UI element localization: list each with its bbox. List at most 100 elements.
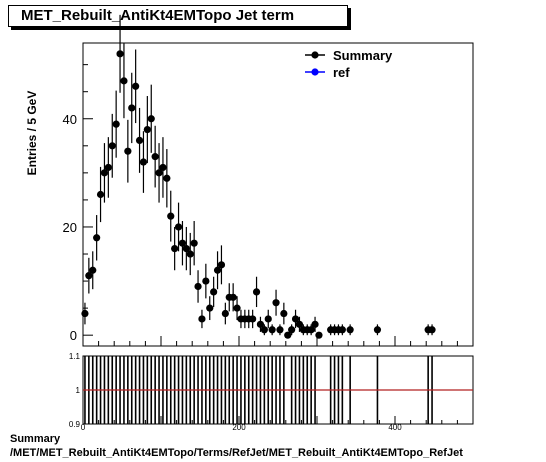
y-tick-label: 40 [63, 112, 77, 127]
point-marker [182, 245, 190, 253]
point-marker [104, 163, 112, 172]
data-point [143, 96, 151, 164]
point-marker [307, 326, 315, 334]
data-point [182, 226, 190, 271]
point-marker [249, 315, 257, 323]
legend-label: Summary [333, 48, 393, 63]
legend: Summary ref [305, 48, 393, 80]
data-point [260, 324, 268, 336]
point-marker [194, 282, 202, 291]
point-marker [272, 299, 280, 307]
point-marker [116, 50, 124, 58]
point-marker [256, 320, 265, 328]
data-point [221, 302, 229, 325]
main-plot-frame [82, 42, 474, 347]
point-marker [217, 261, 226, 269]
point-marker [202, 277, 210, 285]
point-marker [124, 147, 132, 155]
data-point [186, 232, 194, 276]
y-tick-label: 0 [70, 328, 77, 343]
point-marker [108, 142, 116, 150]
data-point [96, 166, 105, 223]
data-point [120, 43, 128, 119]
data-point [190, 221, 198, 266]
data-point [252, 276, 261, 308]
data-point [210, 276, 218, 308]
data-point [311, 316, 319, 332]
point-marker [288, 326, 296, 334]
legend-entry: Summary [305, 48, 393, 63]
point-marker [373, 326, 382, 334]
point-marker [163, 174, 171, 182]
data-point [194, 270, 202, 303]
ratio-y-tick-label: 1 [76, 386, 81, 395]
data-point [167, 190, 175, 242]
data-point [276, 324, 284, 336]
data-point [280, 302, 288, 325]
footer-summary-label: Summary [10, 433, 61, 445]
data-point [428, 324, 436, 336]
data-point [217, 245, 226, 285]
point-marker [89, 266, 97, 274]
main-data-points [81, 14, 436, 339]
data-point [163, 149, 171, 208]
data-point [178, 221, 187, 266]
point-marker [171, 245, 179, 253]
point-marker [338, 326, 346, 334]
point-marker [206, 304, 214, 312]
data-point [147, 84, 155, 153]
data-point [373, 324, 382, 336]
point-marker [198, 315, 206, 323]
data-point [284, 331, 292, 339]
ratio-marks [83, 356, 473, 424]
ratio-x-tick-label: 400 [388, 423, 402, 432]
data-point [124, 119, 132, 183]
data-point [346, 324, 354, 336]
data-point [338, 324, 346, 336]
legend-label: ref [333, 65, 350, 80]
point-marker [221, 309, 229, 318]
ratio-x-tick-label: 200 [232, 423, 246, 432]
point-marker [346, 326, 354, 334]
ratio-axes: 0.9 1 1.1 0 200 400 [69, 352, 474, 432]
point-marker [268, 326, 276, 334]
data-point [268, 324, 276, 336]
y-tick-label: 20 [63, 220, 77, 235]
point-marker [100, 169, 109, 177]
point-marker [85, 272, 93, 280]
data-point [249, 309, 257, 329]
main-axes: 0 20 40 [63, 64, 474, 346]
point-marker [120, 77, 128, 85]
data-point [206, 296, 214, 321]
point-marker [213, 266, 222, 274]
point-marker [280, 309, 288, 318]
data-point [93, 215, 101, 261]
data-point [229, 283, 237, 312]
point-marker [143, 125, 151, 134]
point-marker [96, 190, 105, 199]
data-point [155, 143, 163, 203]
data-point [213, 251, 222, 290]
point-marker [264, 315, 272, 323]
data-point [139, 131, 148, 193]
point-marker [128, 104, 136, 112]
data-point [159, 137, 167, 198]
data-point [295, 316, 304, 332]
point-marker [252, 288, 261, 296]
point-marker [190, 239, 198, 247]
point-marker [284, 331, 292, 339]
data-point [307, 324, 315, 336]
ratio-plot-panel: 0.9 1 1.1 0 200 400 [69, 352, 474, 432]
legend-marker [311, 51, 319, 59]
data-point [81, 302, 89, 325]
data-point [112, 90, 120, 158]
data-point [291, 309, 300, 329]
point-marker [167, 212, 175, 220]
data-point [108, 113, 116, 178]
point-marker [210, 288, 218, 296]
point-marker [151, 153, 159, 161]
point-marker [135, 136, 144, 144]
data-point [174, 202, 183, 252]
data-point [104, 137, 112, 198]
point-marker [178, 239, 187, 247]
